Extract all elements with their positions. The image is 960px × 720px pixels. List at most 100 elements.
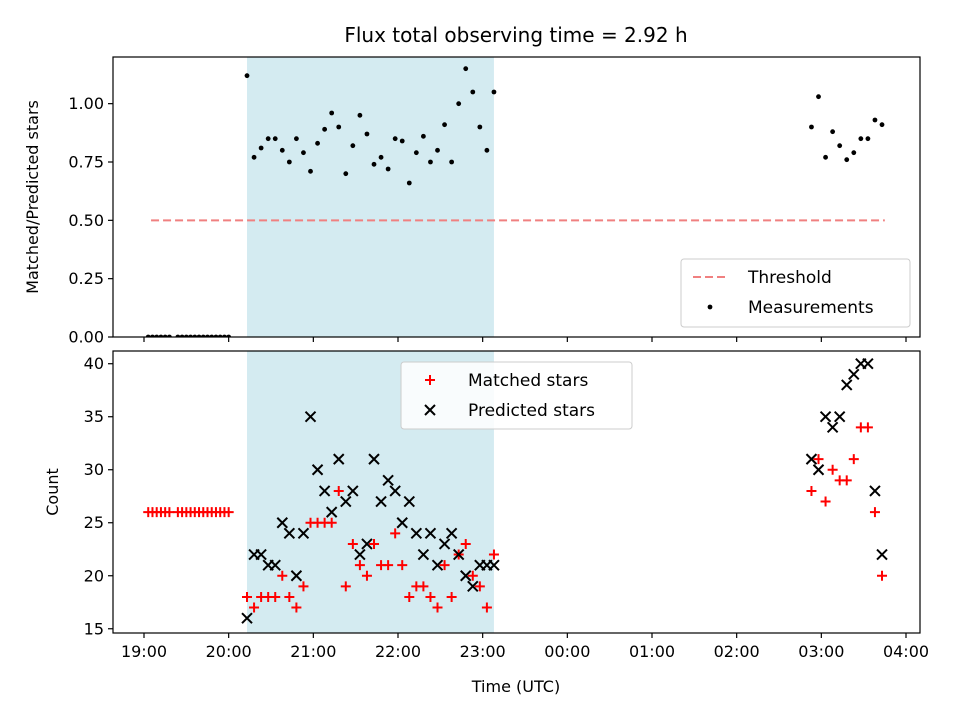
top-axes-frame bbox=[112, 56, 921, 338]
measurements-point bbox=[435, 147, 440, 153]
matched-stars-point bbox=[439, 560, 450, 571]
matched-stars-point bbox=[223, 507, 234, 518]
measurements-point bbox=[279, 147, 285, 153]
x-tick-label: 04:00 bbox=[883, 642, 929, 661]
measurements-point bbox=[286, 159, 292, 165]
legend-label-measurements: Measurements bbox=[748, 298, 874, 318]
measurements-point bbox=[428, 159, 433, 165]
matched-stars-point bbox=[877, 570, 888, 581]
predicted-stars-point bbox=[438, 538, 451, 550]
predicted-stars-point bbox=[812, 464, 825, 476]
y-tick-label: 0.50 bbox=[68, 211, 104, 230]
legend-swatch-matched-stars bbox=[425, 375, 435, 385]
matched-stars-point bbox=[460, 538, 471, 549]
y-tick-label: 15 bbox=[84, 619, 104, 638]
x-tick-label: 23:00 bbox=[460, 642, 506, 661]
top-panel: 0.00 0.25 0.50 0.75 1.00 Matched/Predicted st… bbox=[23, 56, 921, 347]
measurements-point bbox=[244, 73, 250, 79]
matched-stars-point bbox=[291, 602, 302, 613]
predicted-stars-point bbox=[396, 517, 408, 529]
predicted-stars-point bbox=[340, 495, 352, 508]
predicted-stars-point bbox=[467, 580, 479, 593]
measurements-point bbox=[463, 66, 469, 72]
observing-window-shading bbox=[247, 57, 494, 337]
measurements-point bbox=[823, 154, 828, 160]
matched-stars-point bbox=[488, 549, 499, 560]
measurements-point bbox=[301, 150, 306, 156]
x-tick-label: 20:00 bbox=[206, 642, 252, 661]
matched-stars-point bbox=[862, 422, 873, 433]
predicted-stars-point bbox=[382, 474, 394, 487]
matched-stars-point bbox=[242, 591, 253, 602]
measurements-point bbox=[858, 136, 864, 142]
measurements-point bbox=[364, 131, 370, 137]
matched-stars-point bbox=[397, 560, 408, 571]
matched-stars-point bbox=[390, 528, 401, 539]
y-tick-label: 25 bbox=[84, 513, 104, 532]
matched-stars-point bbox=[813, 454, 824, 465]
measurements-point bbox=[385, 166, 391, 172]
bottom-panel: 15 20 25 30 35 40 19:00 20:00 21:00 22:00 23:00 00:… bbox=[43, 350, 929, 661]
predicted-stars-point bbox=[403, 495, 415, 508]
measurements-point bbox=[392, 136, 398, 142]
measurements-point bbox=[872, 117, 878, 123]
matched-stars-point bbox=[340, 581, 351, 592]
matched-stars-point bbox=[425, 591, 436, 602]
matched-stars-point bbox=[467, 570, 478, 581]
predicted-stars-point bbox=[452, 548, 465, 561]
y-tick-label: 1.00 bbox=[68, 94, 104, 113]
y-tick-label: 35 bbox=[84, 407, 104, 426]
predicted-stars-point bbox=[276, 517, 288, 529]
predicted-stars-point bbox=[318, 485, 331, 497]
top-legend: Threshold Measurements bbox=[680, 258, 911, 328]
matched-stars-point bbox=[354, 560, 365, 571]
measurements-point bbox=[844, 157, 850, 163]
matched-stars-point bbox=[806, 485, 817, 496]
predicted-stars-point bbox=[333, 453, 345, 465]
x-axis-label: Time (UTC) bbox=[471, 677, 560, 696]
predicted-stars-point bbox=[805, 453, 818, 465]
predicted-stars-point bbox=[368, 453, 380, 465]
predicted-stars-point bbox=[283, 527, 296, 540]
measurements-point bbox=[251, 154, 257, 160]
y-tick-label: 0.25 bbox=[68, 269, 104, 288]
matched-stars-point bbox=[284, 591, 295, 602]
legend-label-predicted-stars: Predicted stars bbox=[468, 401, 595, 421]
predicted-stars-point bbox=[297, 527, 310, 540]
legend-swatch-measurements bbox=[707, 304, 713, 310]
measurements-point bbox=[816, 94, 821, 100]
matched-stars-point bbox=[164, 507, 175, 518]
measurements-point bbox=[315, 140, 320, 146]
measurements-point bbox=[399, 138, 405, 144]
measurements-point bbox=[378, 154, 384, 160]
measurements-point bbox=[470, 89, 476, 95]
predicted-stars-point bbox=[431, 559, 444, 571]
measurements-point bbox=[371, 161, 377, 167]
matched-stars-point bbox=[326, 517, 337, 528]
x-tick-label: 00:00 bbox=[544, 642, 590, 661]
predicted-stars-point bbox=[361, 538, 373, 550]
measurements-point bbox=[477, 124, 483, 130]
measurements-point bbox=[421, 133, 426, 139]
predicted-stars-point bbox=[389, 485, 401, 497]
legend-box bbox=[400, 361, 633, 430]
matched-stars-point bbox=[841, 475, 852, 486]
matched-stars-point bbox=[333, 485, 344, 496]
predicted-stars-point bbox=[833, 411, 846, 423]
bottom-axes-frame bbox=[112, 350, 921, 634]
matched-stars-point bbox=[277, 570, 288, 581]
predicted-stars-point bbox=[869, 485, 881, 497]
matched-stars-point bbox=[481, 602, 492, 613]
matched-stars-point bbox=[446, 591, 457, 602]
predicted-stars-point bbox=[460, 570, 472, 582]
predicted-stars-point bbox=[241, 612, 253, 624]
measurements-point bbox=[308, 168, 313, 174]
matched-stars-point bbox=[369, 538, 380, 549]
predicted-stars-point bbox=[862, 358, 874, 370]
matched-stars-point bbox=[270, 591, 281, 602]
measurements-point bbox=[357, 112, 363, 118]
measurements-point bbox=[830, 129, 836, 135]
measurements-point bbox=[336, 124, 342, 130]
top-y-axis-label: Matched/Predicted stars bbox=[23, 100, 42, 294]
matched-stars-point bbox=[820, 496, 831, 507]
